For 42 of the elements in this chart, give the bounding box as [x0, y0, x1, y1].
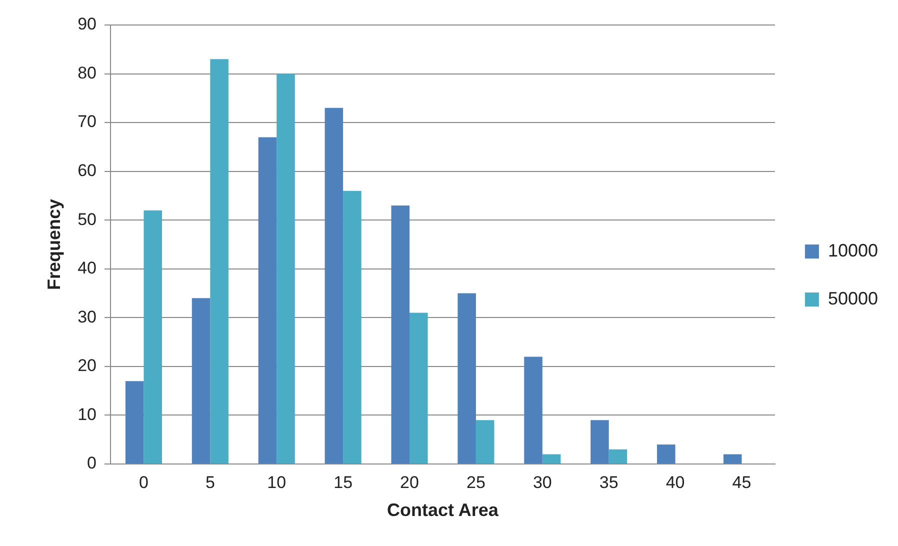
- x-tick-label: 30: [532, 472, 552, 492]
- x-tick-label: 25: [466, 472, 486, 492]
- y-tick-label: 10: [78, 404, 97, 424]
- bar: [391, 205, 410, 464]
- y-tick-label: 20: [78, 356, 97, 376]
- bar: [458, 293, 476, 464]
- bar: [657, 444, 676, 464]
- bar: [125, 381, 144, 464]
- bar: [276, 74, 295, 464]
- bar: [542, 454, 561, 464]
- y-tick-label: 70: [78, 112, 97, 132]
- y-tick-label: 80: [78, 63, 97, 82]
- bar: [590, 420, 609, 464]
- legend-label: 10000: [828, 240, 878, 260]
- x-axis-title: Contact Area: [387, 500, 500, 520]
- y-axis-title: Frequency: [44, 198, 64, 290]
- y-tick-label: 60: [78, 161, 97, 180]
- x-tick-label: 45: [732, 472, 752, 492]
- bar: [410, 312, 428, 464]
- bar: [192, 298, 210, 464]
- x-tick-label: 0: [138, 472, 148, 492]
- x-tick-label: 15: [334, 472, 353, 492]
- bar: [524, 356, 542, 464]
- y-tick-label: 90: [78, 14, 97, 34]
- bar: [258, 137, 277, 464]
- bar: [144, 210, 162, 464]
- bar: [324, 108, 344, 464]
- bar: [210, 59, 228, 464]
- y-tick-label: 0: [87, 454, 97, 473]
- x-tick-label: 35: [599, 472, 618, 492]
- y-tick-label: 50: [78, 210, 97, 229]
- x-tick-label: 10: [267, 472, 286, 492]
- x-tick-label: 20: [400, 472, 419, 492]
- x-tick-label: 5: [205, 472, 215, 492]
- legend-label: 50000: [828, 288, 878, 308]
- y-tick-label: 30: [78, 307, 97, 326]
- bar: [723, 454, 742, 464]
- y-tick-label: 40: [78, 258, 97, 278]
- bar: [476, 420, 494, 464]
- bar: [343, 190, 362, 464]
- x-tick-label: 40: [666, 472, 685, 492]
- bar: [608, 449, 628, 464]
